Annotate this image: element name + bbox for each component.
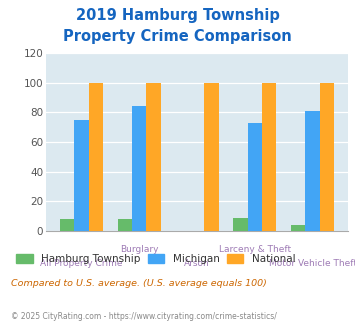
Bar bbox=[132, 106, 147, 231]
Bar bbox=[247, 123, 262, 231]
Text: Burglary: Burglary bbox=[120, 245, 159, 254]
Bar bbox=[60, 219, 74, 231]
Bar bbox=[204, 82, 219, 231]
Text: Compared to U.S. average. (U.S. average equals 100): Compared to U.S. average. (U.S. average … bbox=[11, 279, 267, 288]
Text: Arson: Arson bbox=[184, 259, 210, 268]
Bar bbox=[147, 82, 161, 231]
Bar bbox=[262, 82, 277, 231]
Text: Larceny & Theft: Larceny & Theft bbox=[219, 245, 291, 254]
Bar bbox=[305, 111, 320, 231]
Bar bbox=[74, 120, 89, 231]
Legend: Hamburg Township, Michigan, National: Hamburg Township, Michigan, National bbox=[16, 253, 295, 264]
Text: Motor Vehicle Theft: Motor Vehicle Theft bbox=[268, 259, 355, 268]
Bar bbox=[118, 219, 132, 231]
Text: Property Crime Comparison: Property Crime Comparison bbox=[63, 29, 292, 44]
Text: © 2025 CityRating.com - https://www.cityrating.com/crime-statistics/: © 2025 CityRating.com - https://www.city… bbox=[11, 312, 277, 321]
Bar bbox=[291, 225, 305, 231]
Bar bbox=[233, 218, 247, 231]
Text: 2019 Hamburg Township: 2019 Hamburg Township bbox=[76, 8, 279, 23]
Bar bbox=[89, 82, 103, 231]
Bar bbox=[320, 82, 334, 231]
Text: All Property Crime: All Property Crime bbox=[40, 259, 123, 268]
